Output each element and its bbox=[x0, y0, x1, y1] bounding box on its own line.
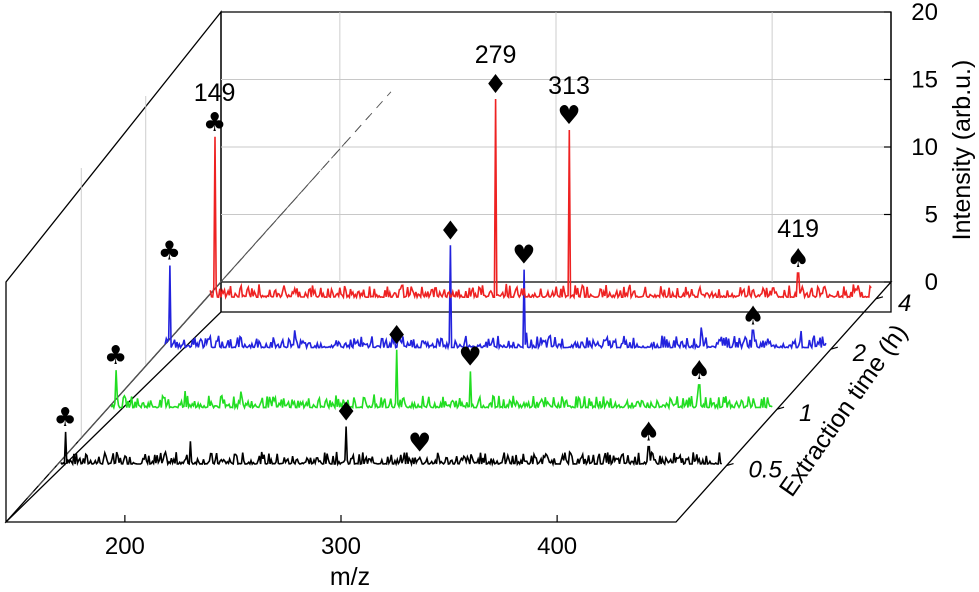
peak-marker: ♦ bbox=[439, 216, 462, 246]
z-tick bbox=[830, 346, 838, 350]
peak-marker: ♣ bbox=[158, 237, 181, 267]
spectrum-trace-0.5 bbox=[60, 426, 723, 468]
spectra-traces bbox=[60, 98, 872, 468]
z-tick-label: 0.5 bbox=[749, 457, 783, 484]
y-tick-label: 0 bbox=[925, 269, 938, 296]
peak-marker: ♥ bbox=[557, 101, 580, 131]
spectrum-trace-1 bbox=[110, 349, 773, 411]
peak-label: 279 bbox=[475, 41, 517, 69]
y-axis-label: Intensity (arb.u.) bbox=[948, 60, 976, 241]
depth-dash-line bbox=[205, 91, 392, 300]
box-frame bbox=[4, 10, 893, 524]
x-tick-label: 300 bbox=[321, 533, 361, 560]
x-tick-label: 400 bbox=[537, 533, 577, 560]
y-tick-label: 15 bbox=[911, 67, 938, 94]
peak-label: 419 bbox=[777, 215, 819, 243]
z-tick bbox=[776, 406, 785, 410]
z-axis-label: Extraction time (h) bbox=[774, 319, 913, 501]
peak-marker: ♥ bbox=[408, 429, 431, 459]
y-tick-label: 20 bbox=[911, 0, 938, 26]
peak-marker: ♦ bbox=[385, 321, 408, 351]
z-tick-label: 4 bbox=[898, 290, 911, 317]
x-tick-label: 200 bbox=[105, 533, 145, 560]
peak-label: 149 bbox=[194, 79, 236, 107]
back-wall bbox=[220, 11, 892, 313]
z-tick-label: 1 bbox=[799, 400, 812, 427]
peak-marker: ♠ bbox=[741, 301, 764, 331]
peak-marker: ♦ bbox=[334, 397, 357, 427]
peak-marker: ♥ bbox=[512, 241, 535, 271]
spectrum-trace-2 bbox=[164, 245, 827, 351]
grid-lines bbox=[80, 12, 891, 438]
z-tick bbox=[726, 463, 734, 467]
z-tick bbox=[875, 296, 884, 300]
peak-marker: ♦ bbox=[484, 70, 507, 100]
peak-marker: ♥ bbox=[458, 342, 481, 372]
peak-markers: ♣ ♦♥ ♠♣♦♥ ♠♣♦♥♠♣149 ♦279♥313♠419 bbox=[54, 41, 819, 459]
axes: 200 300 400 0 5 10 15 20 0.5 1 2 4 bbox=[105, 0, 938, 560]
peak-marker: ♣ bbox=[104, 341, 127, 371]
peak-marker: ♠ bbox=[688, 356, 711, 386]
z-tick-label: 2 bbox=[852, 340, 866, 367]
peak-marker: ♠ bbox=[786, 244, 809, 274]
y-tick-label: 10 bbox=[911, 134, 938, 161]
spectrum-trace-4 bbox=[209, 98, 872, 300]
left-wall bbox=[5, 10, 222, 524]
y-tick-label: 5 bbox=[925, 202, 938, 229]
peak-marker: ♠ bbox=[637, 418, 660, 448]
peak-marker: ♣ bbox=[203, 108, 226, 138]
peak-label: 313 bbox=[548, 72, 590, 100]
peak-marker: ♣ bbox=[54, 403, 77, 433]
x-axis-label: m/z bbox=[330, 563, 370, 591]
